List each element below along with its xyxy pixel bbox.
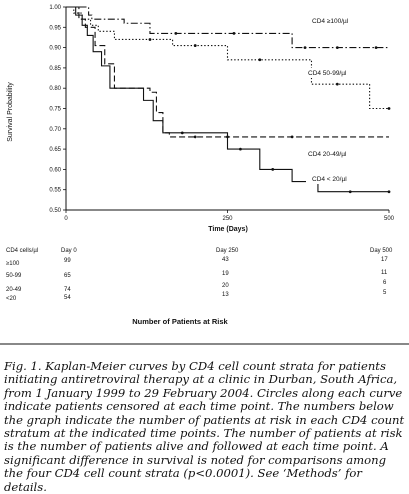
figure-caption: Fig. 1. Kaplan-Meier curves by CD4 cell … [4,359,405,494]
risk-header-day500: Day 500 [370,248,393,254]
risk-cell: 99 [64,258,71,264]
censor-mark [290,135,294,139]
censor-mark [387,107,391,110]
x-tick-label: 250 [222,216,233,222]
curve-label: CD4 < 20/µl [312,176,347,183]
series-group [66,6,391,194]
censor-mark [374,46,378,49]
censor-mark [258,58,262,62]
censor-mark [271,168,275,171]
risk-cell: 20 [222,283,229,289]
censor-mark [193,135,197,139]
censor-mark [239,147,242,151]
curve-label-bg [302,149,382,159]
risk-header-day250: Day 250 [216,248,239,254]
censor-mark [335,46,339,49]
y-tick-label: 1.00 [49,5,61,11]
risk-table-title: Number of Patients at Risk [132,317,228,326]
curve-label-bg [306,174,382,184]
censor-mark [180,131,184,135]
risk-cell: 19 [222,271,229,277]
risk-cell: 17 [381,257,388,263]
censor-mark [348,190,352,194]
risk-cell: 6 [383,280,387,286]
risk-cell: 54 [64,295,71,301]
y-tick-label: 0.90 [49,46,61,52]
censor-mark [193,44,197,47]
axes: 0.50 0.55 0.60 0.65 0.70 0.75 0.80 0.85 0.90 0.95… [49,5,394,222]
risk-header-label: CD4 cells/µl [6,248,38,254]
y-tick-label: 0.85 [49,66,61,72]
x-tick-label: 0 [64,216,68,222]
risk-row-label: 20-49 [6,287,22,293]
risk-cell: 13 [222,292,229,298]
y-tick-label: 0.80 [49,86,61,92]
risk-cell: 5 [383,290,387,296]
x-tick-label: 500 [384,216,395,222]
censor-mark [148,38,152,41]
y-tick-label: 0.50 [49,208,61,214]
risk-header-day0: Day 0 [61,248,77,254]
x-axis-label: Time (Days) [208,226,248,233]
annotations: CD4 ≥100/µl CD4 50-99/µl CD4 20-49/µl CD4 <… [302,16,383,184]
y-axis-label: Survival Probability [7,82,14,142]
risk-row-label: ≥100 [6,261,20,267]
y-tick-label: 0.75 [49,107,61,113]
censor-mark [232,31,236,35]
censor-mark [335,82,339,86]
risk-row-label: 50-99 [6,273,22,279]
risk-cell: 74 [64,287,71,293]
risk-table: CD4 cells/µl Day 0 Day 250 Day 500 ≥100 … [6,248,393,326]
risk-cell: 11 [381,270,388,276]
risk-cell: 65 [64,273,71,279]
y-tick-label: 0.95 [49,25,61,31]
censor-mark [174,31,178,35]
y-tick-label: 0.65 [49,147,61,153]
km-figure: 0.50 0.55 0.60 0.65 0.70 0.75 0.80 0.85 0.90 0.95… [0,5,409,345]
censor-mark [387,190,391,194]
risk-cell: 43 [222,257,229,263]
series-line [66,6,389,193]
curve-label: CD4 50-99/µl [308,70,347,77]
curve-label: CD4 ≥100/µl [312,18,349,25]
risk-row-label: <20 [6,296,17,302]
y-tick-label: 0.70 [49,127,61,133]
y-tick-label: 0.60 [49,167,61,173]
y-tick-label: 0.55 [49,188,61,194]
censor-mark [303,46,307,49]
curve-label: CD4 20-49/µl [308,151,347,158]
curve-label-bg [302,68,382,78]
series-line [66,6,389,49]
curve-label-bg [305,16,383,26]
